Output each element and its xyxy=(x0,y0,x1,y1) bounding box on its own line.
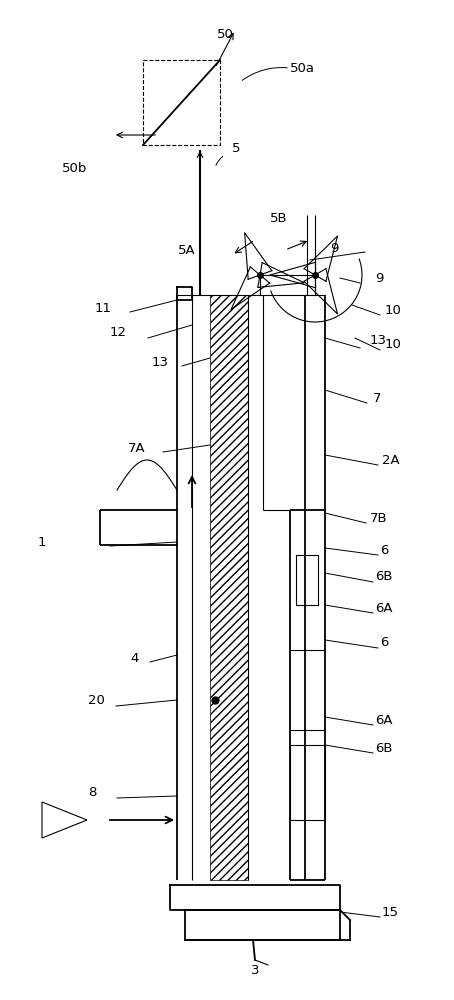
Text: 9: 9 xyxy=(330,241,338,254)
Text: 6B: 6B xyxy=(375,742,393,754)
Text: 5A: 5A xyxy=(178,243,196,256)
Text: 6B: 6B xyxy=(375,570,393,584)
Bar xyxy=(210,295,248,880)
Text: 6A: 6A xyxy=(375,601,393,614)
Text: 6: 6 xyxy=(380,637,388,650)
Text: 9: 9 xyxy=(375,271,383,284)
Text: 50: 50 xyxy=(217,28,233,41)
Text: 13: 13 xyxy=(152,356,169,368)
Text: 2A: 2A xyxy=(382,454,400,466)
Text: 11: 11 xyxy=(95,302,112,314)
Text: 5: 5 xyxy=(232,141,241,154)
Text: 50b: 50b xyxy=(62,161,87,174)
Text: 6: 6 xyxy=(380,544,388,556)
Polygon shape xyxy=(42,802,87,838)
Text: 8: 8 xyxy=(88,786,96,800)
Text: 4: 4 xyxy=(130,652,138,664)
Text: 13: 13 xyxy=(370,334,387,347)
Text: 6A: 6A xyxy=(375,714,393,726)
Text: 1: 1 xyxy=(38,536,46,548)
Text: 7A: 7A xyxy=(128,442,146,454)
Text: 10: 10 xyxy=(385,304,402,316)
Text: 15: 15 xyxy=(382,906,399,918)
Text: 3: 3 xyxy=(251,964,259,976)
Text: 12: 12 xyxy=(110,326,127,340)
Text: 7: 7 xyxy=(373,391,381,404)
Text: 5B: 5B xyxy=(270,212,288,225)
Text: 20: 20 xyxy=(88,694,105,706)
Text: 7B: 7B xyxy=(370,512,388,524)
Text: 50a: 50a xyxy=(290,62,315,75)
Text: 10: 10 xyxy=(385,338,402,352)
